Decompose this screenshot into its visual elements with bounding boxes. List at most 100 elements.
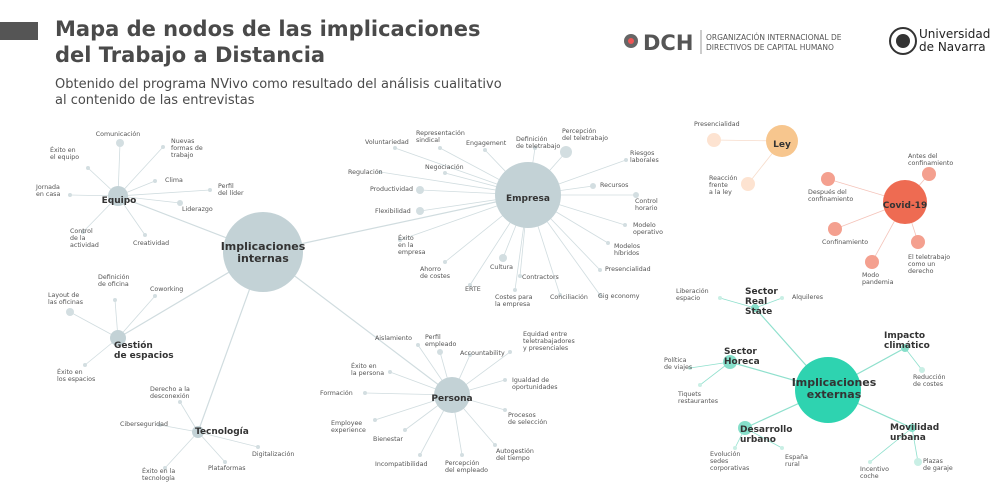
child-node (911, 235, 925, 249)
child-node (468, 353, 472, 357)
child-node (493, 443, 497, 447)
edge (904, 347, 923, 371)
hub-label: Desarrollo urbano (740, 425, 792, 445)
child-node (223, 460, 227, 464)
child-label: Productividad (370, 186, 413, 193)
hub-node (495, 162, 561, 228)
child-node (623, 223, 627, 227)
child-node (503, 378, 507, 382)
child-node (598, 293, 602, 297)
child-label: ERTE (465, 286, 481, 293)
child-node (177, 200, 183, 206)
child-node (483, 148, 487, 152)
child-node (388, 370, 392, 374)
hub-label: Movilidad urbana (890, 423, 939, 443)
child-label: Bienestar (373, 436, 403, 443)
child-label: Engagement (466, 140, 507, 147)
child-label: Costes para la empresa (495, 294, 533, 308)
child-label: Presencialidad (694, 121, 740, 128)
child-node (828, 222, 842, 236)
child-node (378, 170, 382, 174)
child-label: Plataformas (208, 465, 246, 472)
child-label: Riesgos laborales (630, 150, 659, 164)
hub-label: Equipo (102, 196, 137, 206)
child-node (518, 274, 522, 278)
child-label: Evolución sedes corporativas (710, 450, 749, 472)
hub-node (192, 426, 204, 438)
child-label: Comunicación (96, 130, 141, 138)
hub-node (434, 377, 470, 413)
dch-logo: DCH (643, 31, 693, 55)
child-label: Éxito en el equipo (50, 145, 79, 161)
child-label: Después del confinamiento (808, 188, 853, 203)
child-node (780, 446, 784, 450)
child-label: Liberación espacio (676, 287, 709, 302)
child-label: Presencialidad (605, 266, 651, 273)
root-node (766, 125, 798, 157)
child-label: Ahorro de costes (420, 266, 450, 280)
hub-label: Sector Real State (745, 287, 778, 317)
child-label: Procesos de selección (508, 412, 547, 426)
child-node (398, 238, 402, 242)
child-node (598, 268, 602, 272)
child-node (590, 183, 596, 189)
root-label: Implicaciones internas (221, 240, 306, 265)
dch-text: DIRECTIVOS DE CAPITAL HUMANO (706, 43, 834, 52)
child-node (153, 179, 157, 183)
child-label: Gig economy (598, 293, 640, 300)
hub-label: Tecnología (195, 427, 249, 437)
child-node (460, 453, 464, 457)
child-node (81, 230, 85, 234)
child-node (153, 294, 157, 298)
root-label: Covid-19 (883, 201, 927, 211)
child-label: Negociación (425, 163, 464, 171)
child-node (733, 446, 737, 450)
child-label: Regulación (348, 168, 383, 176)
child-label: Reacción frente a la ley (709, 174, 737, 196)
child-node (624, 158, 628, 162)
child-label: España rural (785, 454, 808, 468)
child-node (922, 167, 936, 181)
child-node (68, 193, 72, 197)
edge (117, 189, 211, 197)
root-node (223, 212, 303, 292)
child-node (437, 349, 443, 355)
root-label: Implicaciones externas (792, 376, 877, 401)
child-label: Política de viajes (664, 356, 692, 371)
child-label: Éxito en la persona (351, 361, 384, 377)
hub-node (901, 344, 909, 352)
child-node (403, 428, 407, 432)
child-label: Jornada en casa (35, 184, 60, 198)
child-label: Reducción de costes (913, 373, 945, 388)
child-node (83, 363, 87, 367)
child-label: Definición de teletrabajo (516, 135, 560, 150)
child-label: Liderazgo (182, 206, 213, 213)
child-label: Clima (165, 177, 183, 184)
child-label: Perfil empleado (425, 334, 456, 348)
child-label: Modo pandemia (862, 272, 894, 286)
edge (164, 431, 199, 469)
hub-node (908, 424, 916, 432)
child-node (868, 460, 872, 464)
child-label: Ciberseguridad (120, 421, 168, 428)
child-node (208, 188, 212, 192)
unav-text: de Navarra (919, 40, 986, 54)
child-node (418, 453, 422, 457)
child-label: Conciliación (550, 293, 588, 301)
unav-emblem-inner (896, 34, 910, 48)
edge (197, 431, 259, 448)
child-node (558, 293, 562, 297)
child-node (503, 408, 507, 412)
child-node (606, 241, 610, 245)
child-node (373, 418, 377, 422)
root-label: Ley (773, 140, 791, 150)
hub-label: Impacto climático (884, 331, 930, 351)
hub-label: Gestión de espacios (114, 340, 174, 361)
child-node (143, 233, 147, 237)
hub-label: Sector Horeca (724, 347, 760, 367)
child-label: Tiquets restaurantes (677, 391, 718, 405)
child-node (113, 298, 117, 302)
child-label: Recursos (600, 182, 628, 189)
unav-emblem (889, 27, 917, 55)
